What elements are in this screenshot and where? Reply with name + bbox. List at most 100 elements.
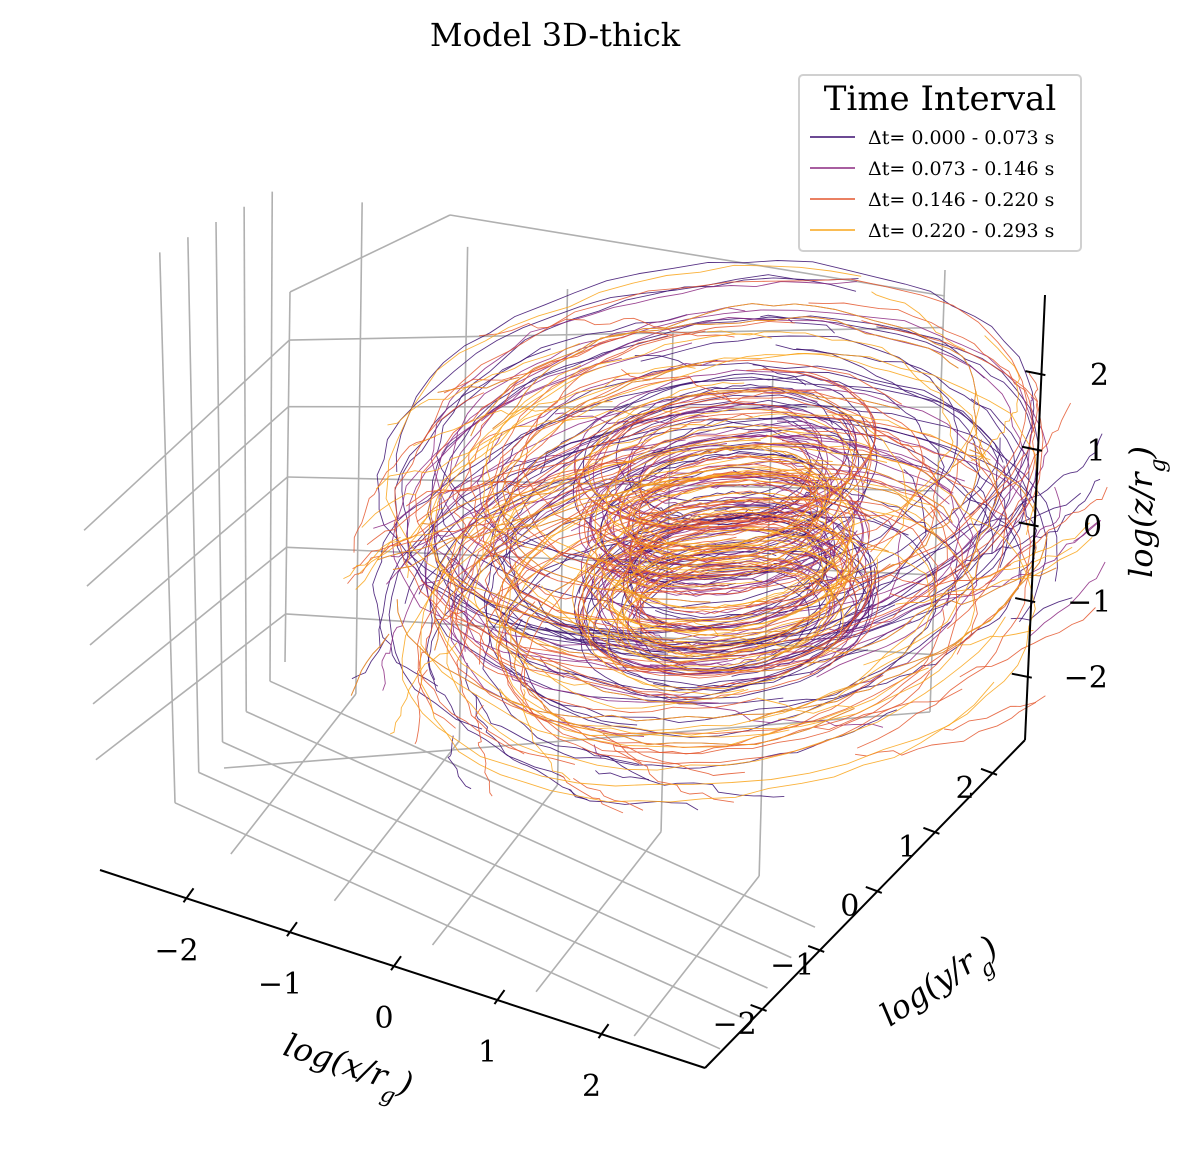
- z-tick-label-3: 1: [1086, 434, 1105, 469]
- trace-line: [603, 520, 844, 596]
- trace-line: [482, 377, 891, 626]
- z-tick-mark-2: [1018, 521, 1039, 528]
- trace-line: [895, 536, 1093, 605]
- trace-line: [446, 494, 1006, 771]
- trace-line: [434, 472, 934, 651]
- grid-line-z-left-0: [95, 613, 287, 761]
- trace-line: [463, 610, 529, 685]
- trace-line: [581, 525, 869, 679]
- y-tick-label-1: −1: [770, 948, 814, 983]
- trace-line: [392, 483, 675, 570]
- trace-line: [615, 413, 775, 533]
- trace-line: [594, 439, 761, 580]
- trace-line: [588, 390, 871, 500]
- trace-line: [485, 373, 959, 593]
- trace-line: [944, 695, 1046, 731]
- trace-line: [650, 454, 826, 561]
- trace-line: [394, 348, 896, 645]
- axis-lines: [99, 294, 1046, 1069]
- trace-line: [501, 364, 711, 603]
- trace-line: [610, 471, 870, 587]
- trace-line: [463, 460, 950, 652]
- trace-line: [366, 461, 637, 546]
- trace-line: [748, 449, 1037, 722]
- z-tick-label-0: −2: [1064, 661, 1108, 696]
- trace-line: [1073, 520, 1102, 542]
- trace-line: [390, 642, 458, 735]
- z-tick-label-2: 0: [1083, 509, 1102, 544]
- trace-line: [633, 465, 817, 549]
- trace-line: [378, 403, 1058, 648]
- legend-entry-label-0: Δt= 0.000 - 0.073 s: [868, 127, 1054, 149]
- trace-line: [606, 567, 844, 696]
- legend-entry-label-3: Δt= 0.220 - 0.293 s: [868, 220, 1054, 242]
- trace-line: [613, 492, 854, 588]
- grid-edge-top-left: [289, 214, 451, 293]
- trace-line: [586, 528, 864, 653]
- trace-line: [492, 426, 978, 509]
- trace-line: [959, 607, 1096, 678]
- grid-edge-vertical: [284, 291, 291, 663]
- trace-line: [513, 527, 889, 745]
- z-axis-line: [1024, 294, 1046, 741]
- trace-line: [509, 442, 999, 672]
- y-tick-label-4: 2: [955, 771, 974, 806]
- trace-line: [718, 415, 858, 536]
- trace-line: [970, 335, 1020, 461]
- y-tick-mark-1: [807, 944, 825, 953]
- trace-line: [448, 411, 1007, 669]
- trace-line: [585, 483, 863, 633]
- grid-line-y-wall-1: [187, 237, 200, 773]
- x-tick-label-1: −1: [258, 967, 302, 1002]
- z-tick-label-4: 2: [1090, 358, 1109, 393]
- trace-line: [492, 387, 901, 641]
- trace-line: [637, 508, 852, 607]
- trace-line: [993, 402, 1071, 501]
- trace-line: [375, 408, 682, 490]
- grid-line-x-wall-0: [355, 202, 363, 694]
- z-tick-mark-0: [1011, 672, 1032, 679]
- trace-line: [969, 546, 1073, 580]
- trace-line: [828, 520, 1099, 634]
- trace-line: [495, 538, 938, 732]
- trace-line: [485, 364, 980, 570]
- trace-line: [622, 476, 828, 586]
- trace-line: [814, 688, 963, 731]
- trace-line: [758, 558, 857, 661]
- trace-line: [629, 498, 800, 588]
- trace-line: [351, 636, 387, 680]
- y-tick-label-0: −2: [712, 1007, 756, 1042]
- trace-line: [573, 778, 644, 811]
- trace-line: [593, 553, 856, 633]
- chart-title: Model 3D-thick: [430, 16, 681, 54]
- trace-line: [718, 442, 980, 666]
- trace-line: [583, 499, 729, 588]
- trace-line: [612, 459, 842, 572]
- grid-line-z-left-3: [86, 406, 289, 587]
- trace-line: [541, 585, 624, 662]
- x-tick-label-4: 2: [582, 1069, 601, 1104]
- grid-line-z-left-1: [92, 546, 288, 705]
- trace-line: [468, 330, 706, 551]
- trace-line: [387, 342, 580, 426]
- trace-line: [417, 610, 465, 729]
- trace-line: [498, 467, 964, 688]
- z-axis-label: log(z/rg): [1122, 446, 1171, 578]
- trace-line: [640, 578, 810, 670]
- z-tick-mark-3: [1021, 445, 1043, 452]
- trace-line: [601, 496, 849, 629]
- x-tick-label-3: 1: [478, 1035, 497, 1070]
- axis-ticks: −2 −1 0 1 2 −2 −1 0 1 2 −2 −1 0 1 2: [154, 358, 1111, 1104]
- trace-line: [465, 662, 897, 769]
- trace-line: [419, 516, 1036, 803]
- grid-line-y-floor-3: [245, 710, 792, 959]
- trace-line: [963, 372, 1039, 520]
- trace-line: [388, 416, 1048, 730]
- grid-line-y-floor-1: [198, 771, 745, 1020]
- grid-right-vertical: [929, 269, 946, 713]
- trace-line: [476, 413, 991, 517]
- grid-line-z-right-4: [289, 326, 944, 341]
- trace-line: [381, 562, 459, 691]
- legend-title: Time Interval: [824, 79, 1056, 119]
- trace-line: [476, 430, 880, 574]
